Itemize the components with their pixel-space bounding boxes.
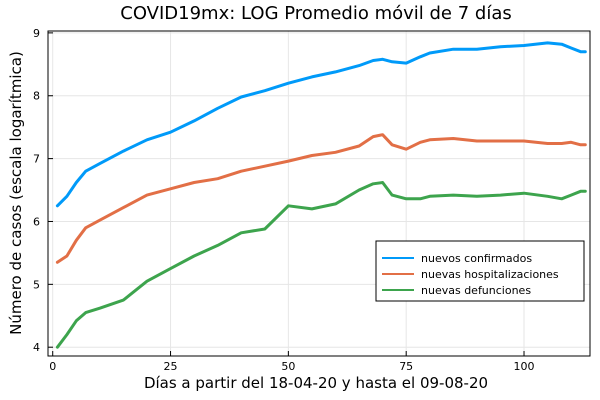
legend-label: nuevos confirmados bbox=[421, 252, 532, 265]
y-tick-label: 9 bbox=[33, 27, 40, 40]
x-tick-label: 100 bbox=[514, 360, 535, 373]
legend-label: nuevas defunciones bbox=[421, 284, 531, 297]
axis-ticks: 0 25 50 75 100 4 5 6 7 8 9 bbox=[33, 27, 535, 373]
series-line bbox=[55, 181, 587, 349]
plot-frame bbox=[47, 30, 591, 357]
legend: nuevos confirmados nuevas hospitalizacion… bbox=[375, 240, 585, 302]
series-line bbox=[55, 41, 587, 208]
x-tick-label: 50 bbox=[281, 360, 295, 373]
x-tick-label: 0 bbox=[49, 360, 56, 373]
x-tick-label: 25 bbox=[164, 360, 178, 373]
x-axis-label: Días a partir del 18-04-20 y hasta el 09… bbox=[144, 374, 488, 392]
y-tick-label: 4 bbox=[33, 341, 40, 354]
y-tick-label: 6 bbox=[33, 215, 40, 228]
y-tick-label: 8 bbox=[33, 90, 40, 103]
series-group bbox=[55, 41, 587, 349]
x-tick-label: 75 bbox=[399, 360, 413, 373]
chart-title: COVID19mx: LOG Promedio móvil de 7 días bbox=[120, 3, 511, 24]
y-tick-label: 5 bbox=[33, 278, 40, 291]
y-axis-label: Número de casos (escala logarítmica) bbox=[7, 51, 25, 335]
series-line bbox=[55, 133, 587, 264]
y-tick-label: 7 bbox=[33, 153, 40, 166]
legend-label: nuevas hospitalizaciones bbox=[421, 268, 559, 281]
